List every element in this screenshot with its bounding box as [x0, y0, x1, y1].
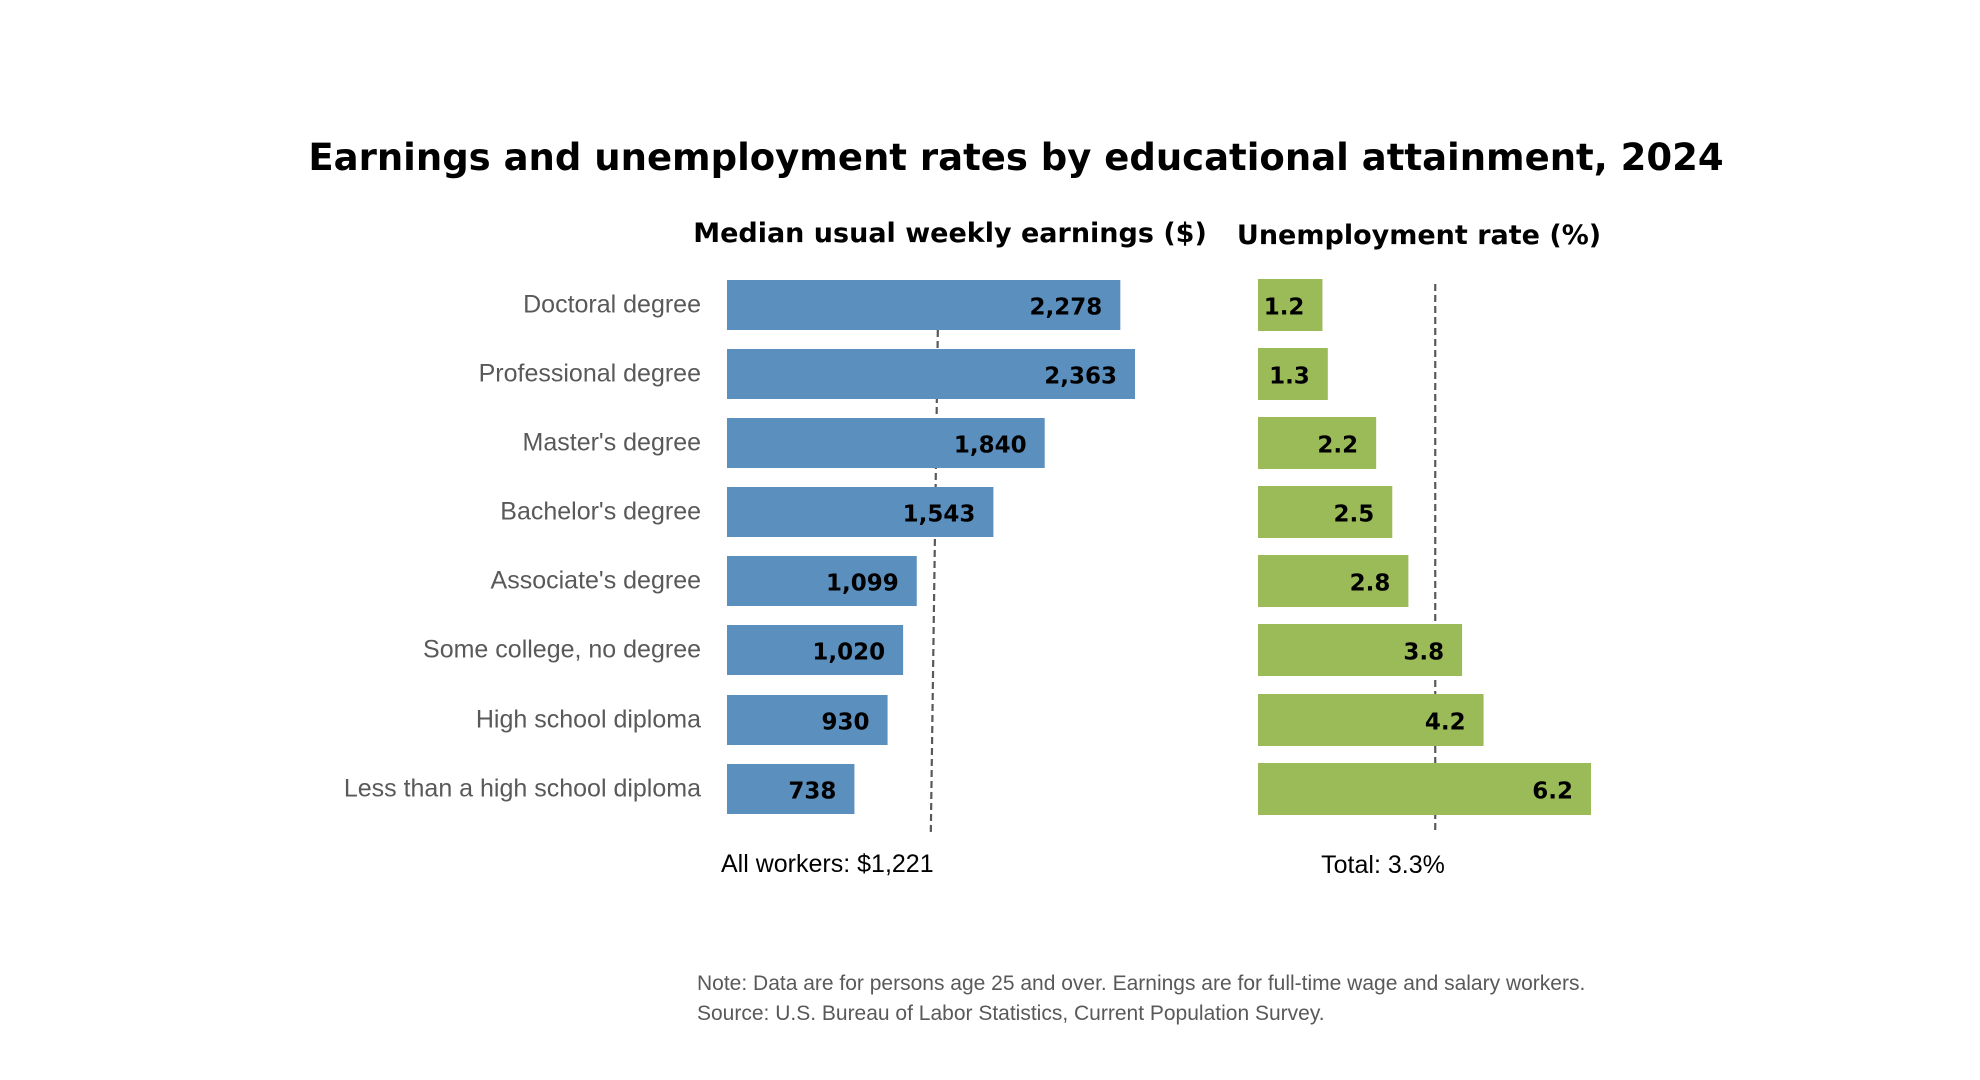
category-label-doctoral-degree: Doctoral degree — [523, 291, 701, 319]
unemployment-bar-associate-s-degree — [1258, 555, 1409, 607]
unemployment-bar-master-s-degree — [1258, 417, 1377, 469]
category-label-master-s-degree: Master's degree — [523, 429, 701, 457]
earnings-value-label-some-college-no-degree: 1,020 — [812, 640, 885, 666]
earnings-value-label-high-school-diploma: 930 — [822, 710, 870, 736]
unemployment-value-label-master-s-degree: 2.2 — [1317, 433, 1358, 459]
earnings-bar-associate-s-degree — [727, 556, 917, 606]
unemployment-value-label-professional-degree: 1.3 — [1269, 364, 1310, 390]
unemployment-bar-professional-degree — [1258, 348, 1328, 400]
earnings-value-label-less-than-a-high-school-diploma: 738 — [788, 779, 836, 805]
unemployment-value-label-associate-s-degree: 2.8 — [1350, 571, 1391, 597]
unemployment-bar-bachelor-s-degree — [1258, 486, 1393, 538]
chart-note: Note: Data are for persons age 25 and ov… — [697, 972, 1585, 995]
category-label-some-college-no-degree: Some college, no degree — [423, 636, 701, 664]
earnings-bar-some-college-no-degree — [727, 625, 904, 675]
earnings-value-label-doctoral-degree: 2,278 — [1030, 295, 1103, 321]
panel-title-earnings: Median usual weekly earnings ($) — [693, 218, 1207, 249]
unemployment-bar-less-than-a-high-school-diploma — [1258, 763, 1591, 815]
unemployment-bar-high-school-diploma — [1258, 694, 1484, 746]
category-label-professional-degree: Professional degree — [479, 360, 701, 388]
unemployment-value-label-less-than-a-high-school-diploma: 6.2 — [1532, 779, 1573, 805]
category-label-high-school-diploma: High school diploma — [476, 706, 701, 734]
earnings-value-label-master-s-degree: 1,840 — [954, 433, 1027, 459]
earnings-value-label-professional-degree: 2,363 — [1044, 364, 1117, 390]
reference-line-earnings — [929, 329, 939, 833]
category-label-associate-s-degree: Associate's degree — [491, 567, 701, 595]
earnings-bar-bachelor-s-degree — [727, 487, 994, 537]
reference-label-unemployment: Total: 3.3% — [1321, 851, 1445, 879]
category-label-bachelor-s-degree: Bachelor's degree — [500, 498, 701, 526]
earnings-bar-doctoral-degree — [727, 280, 1121, 330]
unemployment-bar-some-college-no-degree — [1258, 624, 1463, 676]
reference-label-earnings: All workers: $1,221 — [721, 850, 934, 878]
unemployment-panel: 1.2 1.3 2.2 2.5 2.8 3.8 4.2 6.2 — [1258, 279, 1591, 832]
unemployment-value-label-bachelor-s-degree: 2.5 — [1334, 502, 1375, 528]
unemployment-bar-doctoral-degree — [1258, 279, 1323, 331]
earnings-bar-professional-degree — [727, 349, 1135, 399]
earnings-value-label-associate-s-degree: 1,099 — [826, 571, 899, 597]
category-label-less-than-a-high-school-diploma: Less than a high school diploma — [344, 775, 701, 803]
earnings-bar-master-s-degree — [727, 418, 1045, 468]
chart-title: Earnings and unemployment rates by educa… — [308, 136, 1723, 179]
panel-title-unemployment: Unemployment rate (%) — [1237, 220, 1601, 251]
chart-source: Source: U.S. Bureau of Labor Statistics,… — [697, 1002, 1325, 1025]
earnings-value-label-bachelor-s-degree: 1,543 — [903, 502, 976, 528]
earnings-bar-high-school-diploma — [727, 695, 888, 745]
earnings-bar-less-than-a-high-school-diploma — [727, 764, 855, 814]
unemployment-value-label-high-school-diploma: 4.2 — [1425, 710, 1466, 736]
earnings-panel: 2,278 2,363 1,840 1,543 1,099 1,020 930 738 — [727, 280, 1135, 833]
unemployment-value-label-some-college-no-degree: 3.8 — [1403, 640, 1444, 666]
unemployment-value-label-doctoral-degree: 1.2 — [1264, 295, 1305, 321]
category-labels: Doctoral degree Professional degree Master… — [344, 291, 701, 803]
